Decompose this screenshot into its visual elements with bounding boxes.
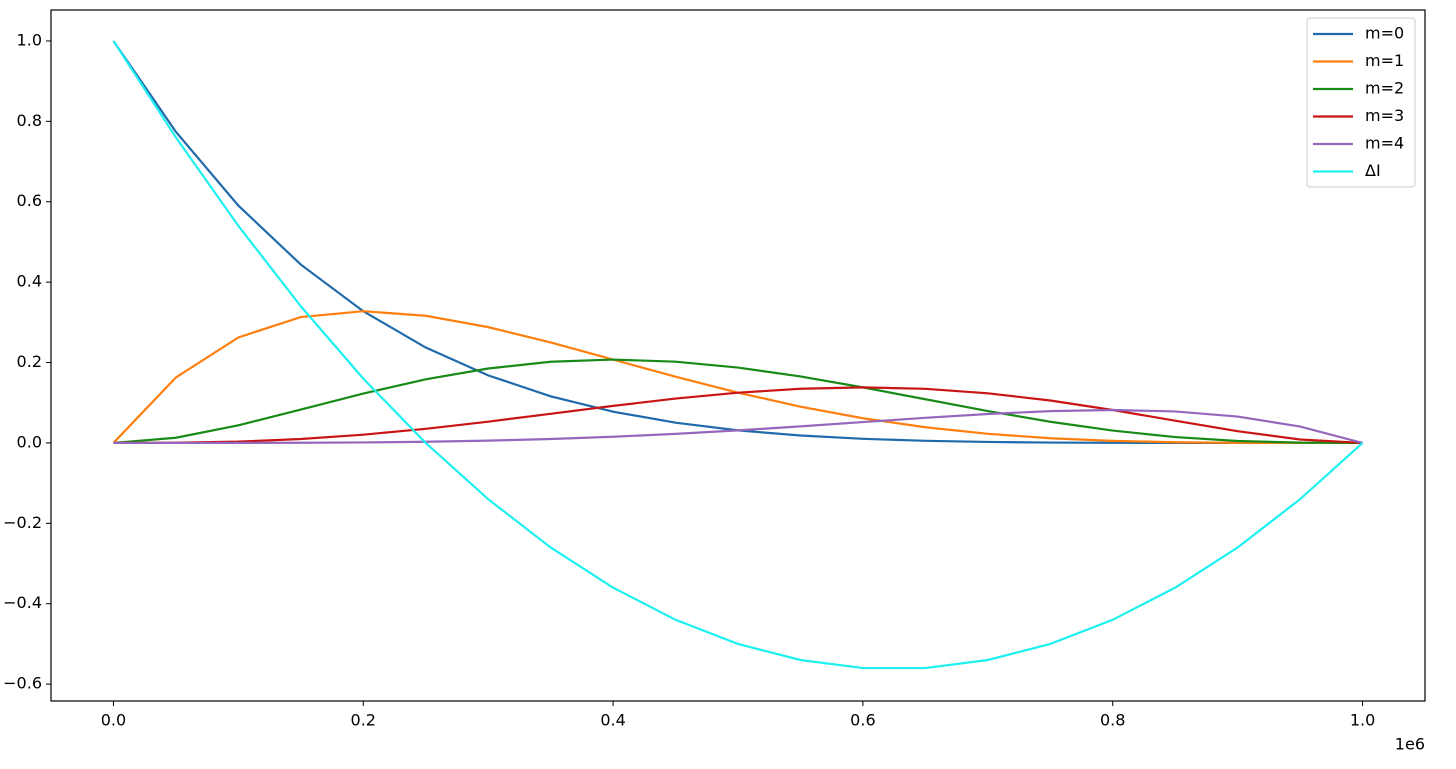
line-series <box>113 358 1363 445</box>
line-series <box>113 408 1363 445</box>
y-tick-label: 1.0 <box>17 30 42 49</box>
y-tick-label: −0.6 <box>3 674 42 693</box>
y-tick-label: −0.2 <box>3 513 42 532</box>
y-tick-label: 0.4 <box>17 272 42 291</box>
x-tick-label: 0.8 <box>1100 711 1125 730</box>
x-tick-label: 0.6 <box>850 711 875 730</box>
x-tick-label: 0.2 <box>351 711 376 730</box>
x-tick-label: 1.0 <box>1350 711 1375 730</box>
y-tick-label: 0.0 <box>17 432 42 451</box>
line-series <box>113 386 1363 445</box>
x-tick-label: 0.0 <box>101 711 126 730</box>
y-tick-label: 0.8 <box>17 111 42 130</box>
legend-label: m=0 <box>1365 24 1404 43</box>
line-series <box>112 40 1364 670</box>
x-offset-label: 1e6 <box>1395 735 1425 754</box>
x-tick-label: 0.4 <box>600 711 625 730</box>
legend-label: m=4 <box>1365 134 1404 153</box>
legend-label: m=2 <box>1365 79 1404 98</box>
legend-label: m=3 <box>1365 106 1404 125</box>
legend-label: ΔI <box>1365 161 1381 180</box>
line-series <box>112 40 1363 445</box>
legend-box <box>1306 17 1416 188</box>
legend-label: m=1 <box>1365 51 1404 70</box>
y-tick-label: 0.6 <box>17 191 42 210</box>
y-tick-label: 0.2 <box>17 352 42 371</box>
y-tick-label: −0.4 <box>3 593 42 612</box>
axes-frame <box>50 9 1426 702</box>
line-series <box>112 310 1363 445</box>
